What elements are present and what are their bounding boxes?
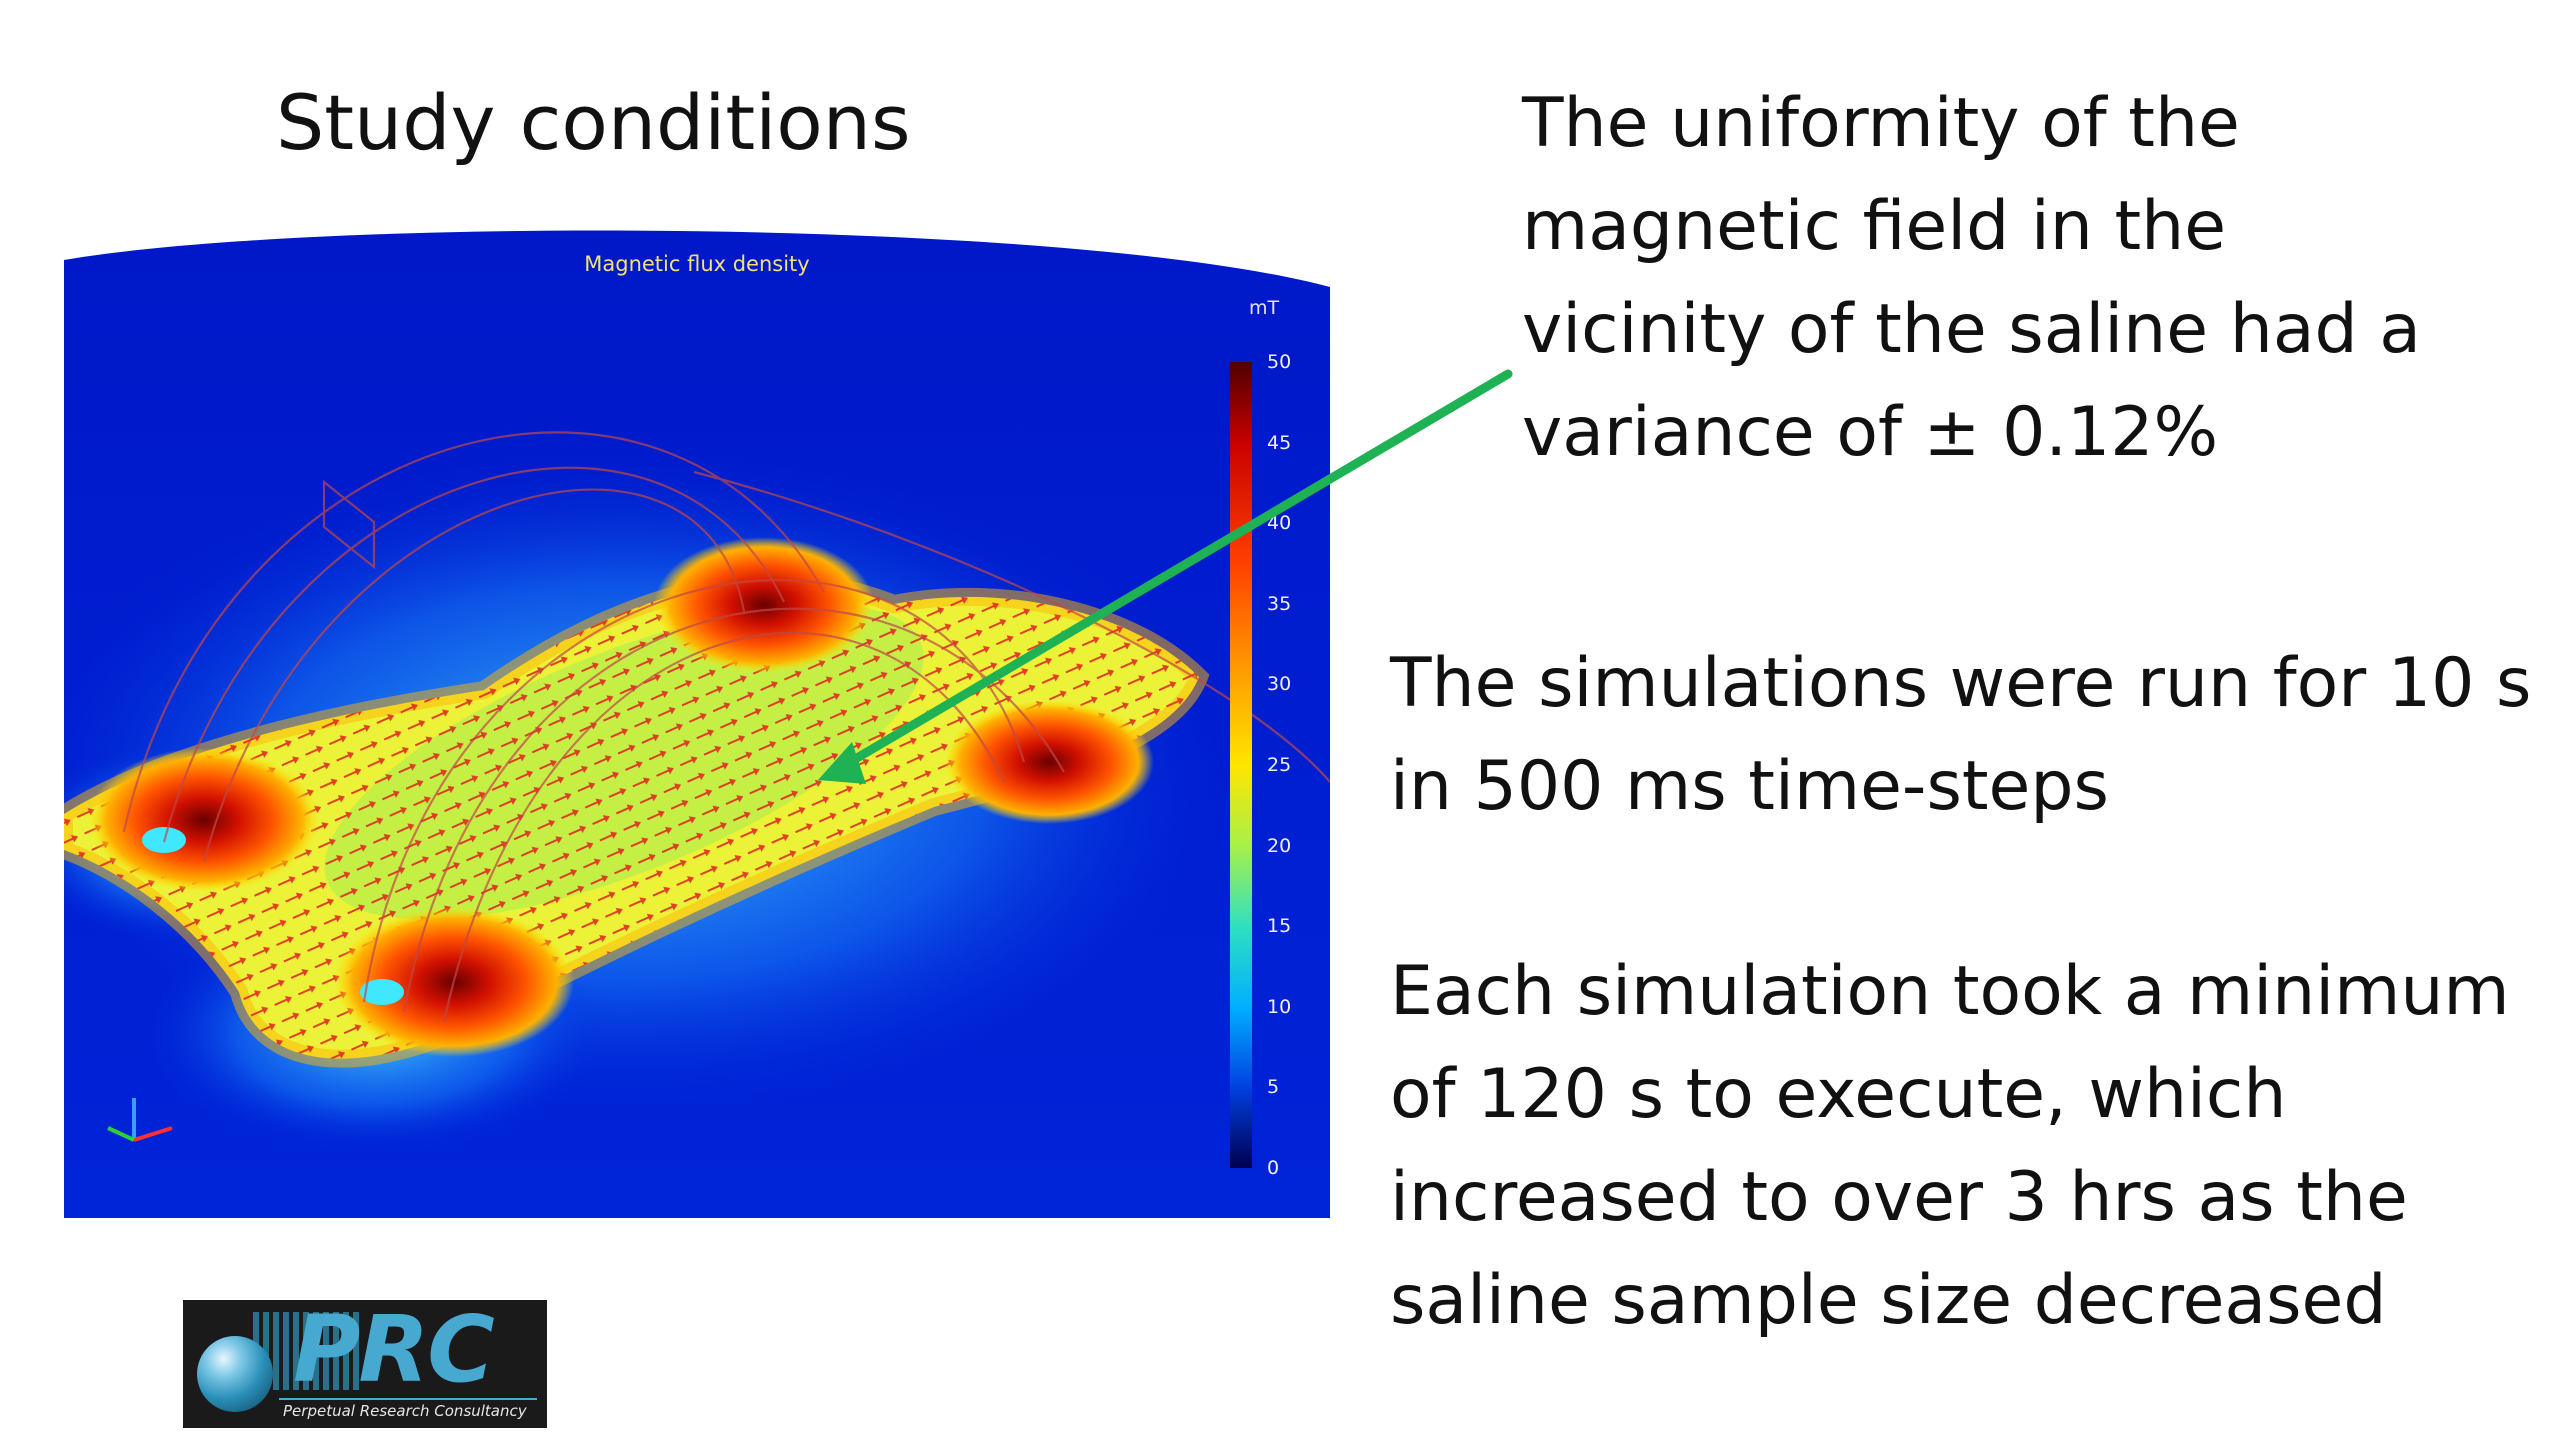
text-line: Each simulation took a minimum (1390, 952, 2510, 1031)
colorbar-tick-label: 35 (1267, 592, 1292, 615)
text-line: magnetic field in the (1522, 187, 2227, 266)
logo-letters: PRC (293, 1300, 495, 1403)
simulation-render (64, 222, 1330, 1218)
colorbar-tick-label: 15 (1267, 915, 1292, 938)
slide-title: Study conditions (276, 78, 911, 167)
colorbar-tick-label: 5 (1267, 1076, 1280, 1099)
prc-logo: PRC Perpetual Research Consultancy (183, 1300, 547, 1428)
text-line: The uniformity of the (1522, 84, 2240, 163)
text-line: vicinity of the saline had a (1522, 290, 2421, 369)
colorbar-tick-label: 0 (1267, 1157, 1280, 1179)
text-line: of 120 s to execute, which (1390, 1055, 2287, 1134)
text-line: saline sample size decreased (1390, 1261, 2387, 1340)
colorbar-tick-label: 30 (1267, 673, 1292, 696)
logo-rule (279, 1398, 537, 1400)
magnetic-flux-simulation-image: Magnetic flux density mT 50 45 40 35 30 25 20 1… (64, 222, 1330, 1218)
text-line: variance of ± 0.12% (1522, 393, 2219, 472)
logo-subtitle: Perpetual Research Consultancy (283, 1402, 527, 1420)
colorbar-tick-label: 10 (1267, 995, 1292, 1018)
simulation-duration-note: The simulations were run for 10 s in 500 … (1390, 632, 2531, 838)
text-line: increased to over 3 hrs as the (1390, 1158, 2408, 1237)
colorbar-tick-label: 45 (1267, 431, 1292, 454)
colorbar-tick-label: 40 (1267, 512, 1292, 535)
execution-time-note: Each simulation took a minimum of 120 s t… (1390, 940, 2510, 1352)
text-line: in 500 ms time-steps (1390, 747, 2109, 826)
colorbar-unit: mT (1249, 297, 1280, 319)
uniformity-note: The uniformity of the magnetic field in t… (1522, 72, 2421, 484)
text-line: The simulations were run for 10 s (1390, 644, 2532, 723)
figure-caption: Magnetic flux density (584, 252, 810, 276)
colorbar-tick-label: 25 (1267, 754, 1292, 776)
colorbar-tick-label: 20 (1267, 834, 1292, 857)
colorbar-tick-label: 50 (1267, 351, 1292, 373)
logo-sphere-icon (197, 1336, 273, 1412)
